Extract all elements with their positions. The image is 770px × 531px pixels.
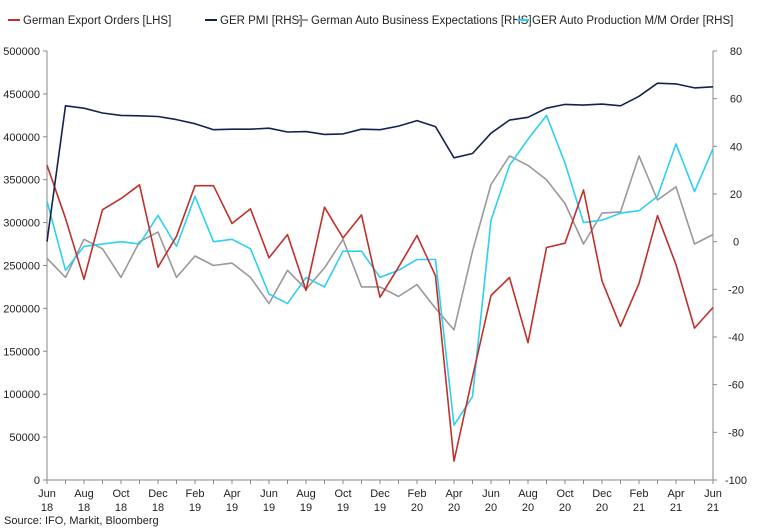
x-tick-label-year: 20	[411, 502, 423, 514]
x-tick-label-month: Apr	[445, 488, 462, 500]
x-tick-label-month: Feb	[408, 488, 427, 500]
x-tick-label-month: Feb	[186, 488, 205, 500]
x-tick-label-year: 19	[337, 502, 349, 514]
y-right-tick-label: 40	[730, 141, 742, 153]
x-tick-label-year: 21	[707, 502, 719, 514]
y-left-tick-label: 450000	[3, 89, 40, 101]
series-line-3	[46, 114, 714, 427]
y-left-tick-label: 500000	[3, 46, 40, 58]
x-tick-label-year: 18	[78, 502, 90, 514]
x-tick-label-year: 19	[263, 502, 275, 514]
y-right-tick-label: 80	[730, 46, 742, 58]
x-tick-label-year: 19	[300, 502, 312, 514]
y-right-tick-label: 20	[730, 189, 742, 201]
series-lines	[46, 82, 714, 462]
x-tick-label-month: Apr	[667, 488, 684, 500]
x-tick-label-month: Aug	[518, 488, 538, 500]
y-right-tick-label: -100	[725, 475, 747, 487]
axes: 0 50000 100000 150000 200000 250000 300000 3500…	[3, 46, 747, 514]
x-tick-label-month: Jun	[38, 488, 56, 500]
y-left-tick-label: 250000	[3, 261, 40, 273]
x-tick-label-year: 19	[374, 502, 386, 514]
y-left-tick-label: 0	[34, 475, 40, 487]
series-line-0	[46, 164, 714, 462]
x-tick-label-month: Jun	[704, 488, 722, 500]
legend-label-1: GER PMI [RHS]	[220, 15, 302, 27]
x-tick-label-year: 20	[522, 502, 534, 514]
y-left-tick-label: 150000	[3, 346, 40, 358]
x-tick-label-month: Aug	[296, 488, 316, 500]
x-tick-label-year: 20	[596, 502, 608, 514]
x-tick-label-month: Oct	[334, 488, 351, 500]
y-right-tick-label: -60	[728, 380, 744, 392]
x-tick-label-month: Dec	[370, 488, 390, 500]
x-tick-label-month: Apr	[223, 488, 240, 500]
legend-label-0: German Export Orders [LHS]	[23, 15, 171, 27]
x-tick-label-month: Jun	[482, 488, 500, 500]
y-left-tick-label: 100000	[3, 389, 40, 401]
y-right-tick-label: -80	[728, 427, 744, 439]
x-tick-label-month: Aug	[74, 488, 94, 500]
y-right-tick-label: 60	[730, 94, 742, 106]
x-tick-label-year: 18	[152, 502, 164, 514]
x-tick-label-year: 19	[189, 502, 201, 514]
legend-label-3: GER Auto Production M/M Order [RHS]	[532, 15, 733, 27]
series-line-1	[46, 82, 714, 242]
x-tick-label-month: Oct	[112, 488, 129, 500]
y-right-tick-label: -20	[728, 284, 744, 296]
x-tick-label-month: Oct	[556, 488, 573, 500]
x-tick-label-month: Dec	[592, 488, 612, 500]
y-left-tick-label: 400000	[3, 132, 40, 144]
series-line-2	[46, 155, 714, 331]
x-tick-label-year: 21	[670, 502, 682, 514]
y-left-tick-label: 50000	[9, 432, 40, 444]
x-tick-label-year: 18	[115, 502, 127, 514]
x-tick-label-month: Feb	[630, 488, 649, 500]
x-tick-label-year: 20	[448, 502, 460, 514]
x-tick-label-year: 20	[559, 502, 571, 514]
legend-label-2: German Auto Business Expectations [RHS]	[311, 15, 532, 27]
x-tick-label-year: 21	[633, 502, 645, 514]
x-tick-label-year: 20	[485, 502, 497, 514]
x-tick-label-year: 19	[226, 502, 238, 514]
legend: German Export Orders [LHS] GER PMI [RHS] G…	[8, 15, 733, 27]
y-right-tick-label: -40	[728, 332, 744, 344]
x-tick-label-month: Dec	[148, 488, 168, 500]
x-tick-label-year: 18	[41, 502, 53, 514]
y-left-tick-label: 350000	[3, 175, 40, 187]
x-tick-label-month: Jun	[260, 488, 278, 500]
y-left-tick-label: 200000	[3, 303, 40, 315]
y-left-tick-label: 300000	[3, 218, 40, 230]
source-note: Source: IFO, Markit, Bloomberg	[4, 515, 159, 527]
y-right-tick-label: 0	[733, 237, 739, 249]
